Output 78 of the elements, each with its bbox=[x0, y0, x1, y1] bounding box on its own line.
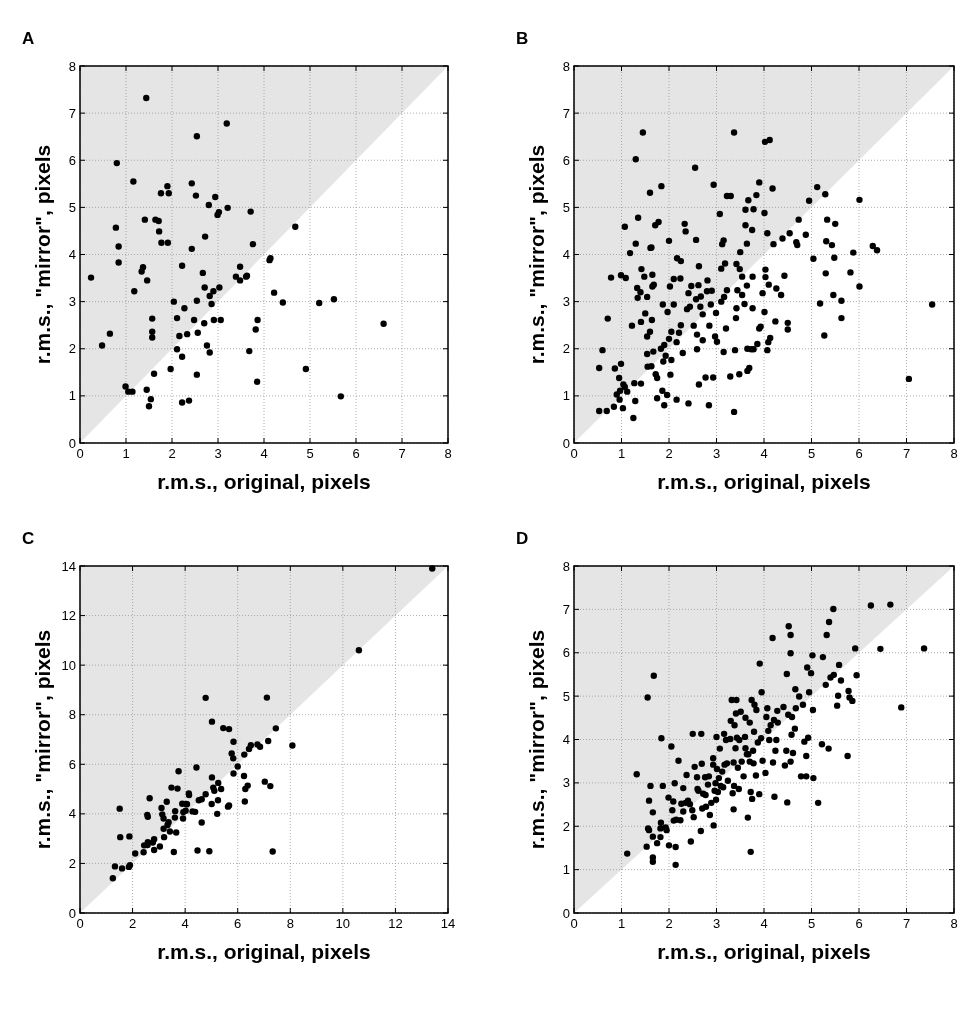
y-tick-label: 7 bbox=[562, 105, 570, 121]
y-tick-label: 8 bbox=[68, 707, 76, 723]
y-axis-title: r.m.s., "mirror", pixels bbox=[525, 629, 548, 850]
x-tick-label: 4 bbox=[181, 916, 189, 931]
x-axis-title: r.m.s., original, pixels bbox=[157, 470, 371, 493]
x-tick-label: 7 bbox=[398, 446, 406, 461]
y-tick-label: 5 bbox=[68, 199, 76, 215]
y-tick-label: 0 bbox=[562, 905, 570, 921]
y-tick-label: 2 bbox=[562, 341, 570, 357]
y-axis-title: r.m.s., "mirror", pixels bbox=[525, 144, 548, 365]
x-tick-label: 14 bbox=[440, 916, 456, 931]
y-tick-label: 2 bbox=[68, 341, 76, 357]
x-tick-label: 4 bbox=[760, 916, 768, 931]
x-tick-label: 10 bbox=[335, 916, 351, 931]
x-tick-label: 6 bbox=[352, 446, 360, 461]
x-axis-title: r.m.s., original, pixels bbox=[157, 940, 371, 963]
y-tick-label: 10 bbox=[61, 657, 76, 673]
y-tick-label: 6 bbox=[562, 645, 570, 661]
y-tick-label: 4 bbox=[68, 247, 76, 263]
y-tick-label: 8 bbox=[562, 558, 570, 574]
y-tick-label: 0 bbox=[562, 435, 570, 451]
y-tick-label: 7 bbox=[562, 601, 570, 617]
y-tick-label: 3 bbox=[68, 294, 76, 310]
y-tick-label: 3 bbox=[562, 294, 570, 310]
x-tick-label: 2 bbox=[168, 446, 176, 461]
x-tick-label: 12 bbox=[388, 916, 403, 931]
x-tick-label: 1 bbox=[122, 446, 130, 461]
x-tick-label: 1 bbox=[617, 446, 626, 461]
x-tick-label: 6 bbox=[855, 916, 863, 931]
chart-title: B bbox=[516, 29, 529, 48]
y-tick-label: 7 bbox=[68, 105, 76, 121]
x-tick-label: 1 bbox=[617, 916, 626, 931]
x-tick-label: 5 bbox=[306, 446, 314, 461]
x-axis-title: r.m.s., original, pixels bbox=[657, 470, 871, 493]
y-tick-label: 5 bbox=[562, 199, 570, 215]
y-tick-label: 1 bbox=[68, 388, 76, 404]
y-tick-label: 6 bbox=[562, 152, 570, 168]
chart-title: A bbox=[22, 29, 35, 48]
x-axis-title: r.m.s., original, pixels bbox=[657, 940, 871, 963]
x-tick-label: 6 bbox=[234, 916, 242, 931]
y-tick-label: 6 bbox=[68, 756, 76, 772]
y-tick-label: 14 bbox=[61, 558, 76, 574]
y-tick-label: 4 bbox=[562, 247, 570, 263]
y-tick-label: 8 bbox=[562, 58, 570, 74]
x-tick-label: 4 bbox=[260, 446, 268, 461]
y-tick-label: 1 bbox=[562, 388, 570, 404]
x-tick-label: 7 bbox=[902, 916, 911, 931]
y-tick-label: 0 bbox=[68, 905, 76, 921]
y-tick-label: 2 bbox=[562, 818, 570, 834]
x-tick-label: 8 bbox=[950, 446, 958, 461]
x-tick-label: 7 bbox=[902, 446, 911, 461]
y-tick-label: 12 bbox=[61, 608, 76, 624]
chart-title: D bbox=[516, 529, 529, 548]
x-tick-label: 2 bbox=[665, 916, 673, 931]
y-tick-label: 8 bbox=[68, 58, 76, 74]
y-axis-title: r.m.s., "mirror", pixels bbox=[31, 629, 54, 850]
y-axis-title: r.m.s., "mirror", pixels bbox=[31, 144, 54, 365]
y-tick-label: 2 bbox=[68, 855, 76, 871]
x-tick-label: 3 bbox=[712, 916, 721, 931]
x-tick-label: 8 bbox=[444, 446, 452, 461]
x-tick-label: 8 bbox=[286, 916, 294, 931]
x-tick-label: 8 bbox=[950, 916, 958, 931]
y-tick-label: 4 bbox=[562, 732, 570, 748]
chart-title: C bbox=[22, 529, 35, 548]
x-tick-label: 5 bbox=[807, 446, 816, 461]
x-tick-label: 3 bbox=[214, 446, 222, 461]
x-tick-label: 2 bbox=[128, 916, 137, 931]
y-tick-label: 4 bbox=[68, 806, 76, 822]
x-tick-label: 3 bbox=[712, 446, 721, 461]
x-tick-label: 2 bbox=[665, 446, 673, 461]
y-tick-label: 0 bbox=[68, 435, 76, 451]
y-tick-label: 6 bbox=[68, 152, 76, 168]
y-tick-label: 1 bbox=[562, 862, 570, 878]
y-tick-label: 5 bbox=[562, 688, 570, 704]
x-tick-label: 6 bbox=[855, 446, 863, 461]
x-tick-label: 5 bbox=[807, 916, 816, 931]
y-tick-label: 3 bbox=[562, 775, 570, 791]
x-tick-label: 4 bbox=[760, 446, 768, 461]
